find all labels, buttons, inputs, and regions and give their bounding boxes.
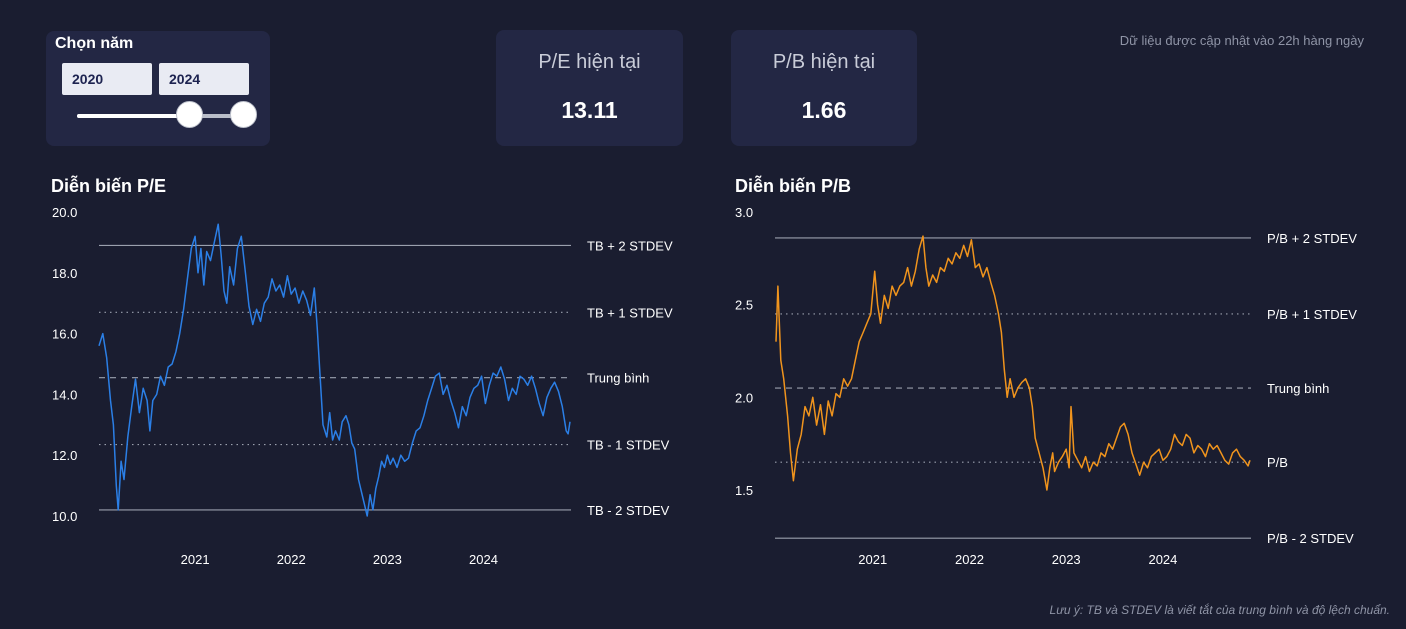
year-range-slider-thumb-from[interactable] bbox=[176, 101, 203, 128]
pb-y-tick-label: 1.5 bbox=[735, 483, 753, 498]
pb-y-tick-label: 3.0 bbox=[735, 205, 753, 220]
pb-y-tick-label: 2.0 bbox=[735, 390, 753, 405]
pe-y-tick-label: 14.0 bbox=[52, 387, 77, 402]
pb-y-tick-label: 2.5 bbox=[735, 298, 753, 313]
pe-metric-label: P/E hiện tại bbox=[538, 51, 641, 73]
pb-metric-card: P/B hiện tại 1.66 bbox=[731, 30, 917, 146]
pe-reference-label: TB + 2 STDEV bbox=[587, 238, 673, 253]
pe-y-tick-label: 12.0 bbox=[52, 448, 77, 463]
year-filter-title: Chọn năm bbox=[55, 35, 134, 52]
pe-y-tick-label: 10.0 bbox=[52, 509, 77, 524]
pb-reference-label: Trung bình bbox=[1267, 381, 1329, 396]
pb-metric-value: 1.66 bbox=[801, 97, 847, 123]
pb-reference-label: P/B + 2 STDEV bbox=[1267, 231, 1357, 246]
pe-x-tick-label: 2021 bbox=[181, 552, 210, 567]
pe-y-tick-label: 20.0 bbox=[52, 205, 77, 220]
pb-series-line bbox=[775, 235, 1251, 491]
pb-metric-label: P/B hiện tại bbox=[772, 51, 876, 73]
pe-metric-card: P/E hiện tại 13.11 bbox=[496, 30, 683, 146]
pe-reference-label: TB - 1 STDEV bbox=[587, 438, 670, 453]
pb-x-tick-label: 2022 bbox=[955, 552, 984, 567]
pe-y-tick-label: 16.0 bbox=[52, 327, 77, 342]
pb-x-tick-label: 2024 bbox=[1148, 552, 1177, 567]
pe-series-line bbox=[98, 223, 571, 517]
year-range-slider-fill bbox=[77, 114, 189, 118]
pb-x-tick-label: 2023 bbox=[1052, 552, 1081, 567]
pe-y-tick-label: 18.0 bbox=[52, 266, 77, 281]
pe-x-tick-label: 2024 bbox=[469, 552, 498, 567]
pb-reference-label: P/B bbox=[1267, 455, 1288, 470]
pe-x-tick-label: 2022 bbox=[277, 552, 306, 567]
pb-chart-title: Diễn biến P/B bbox=[735, 176, 852, 196]
pb-reference-label: P/B + 1 STDEV bbox=[1267, 307, 1357, 322]
pe-reference-label: TB + 1 STDEV bbox=[587, 305, 673, 320]
year-filter-panel: Chọn năm bbox=[46, 31, 270, 146]
pe-chart-title: Diễn biến P/E bbox=[51, 176, 167, 196]
year-range-slider-thumb-to[interactable] bbox=[230, 101, 257, 128]
pb-reference-label: P/B - 2 STDEV bbox=[1267, 531, 1354, 546]
pb-x-tick-label: 2021 bbox=[858, 552, 887, 567]
pe-reference-label: TB - 2 STDEV bbox=[587, 503, 670, 518]
pe-x-tick-label: 2023 bbox=[373, 552, 402, 567]
year-from-input[interactable] bbox=[62, 63, 152, 95]
update-note: Dữ liệu được cập nhật vào 22h hàng ngày bbox=[1119, 33, 1364, 48]
pe-reference-label: Trung bình bbox=[587, 371, 649, 386]
footnote: Lưu ý: TB và STDEV là viết tắt của trung… bbox=[1049, 603, 1390, 617]
pe-metric-value: 13.11 bbox=[561, 97, 618, 123]
year-to-input[interactable] bbox=[159, 63, 249, 95]
